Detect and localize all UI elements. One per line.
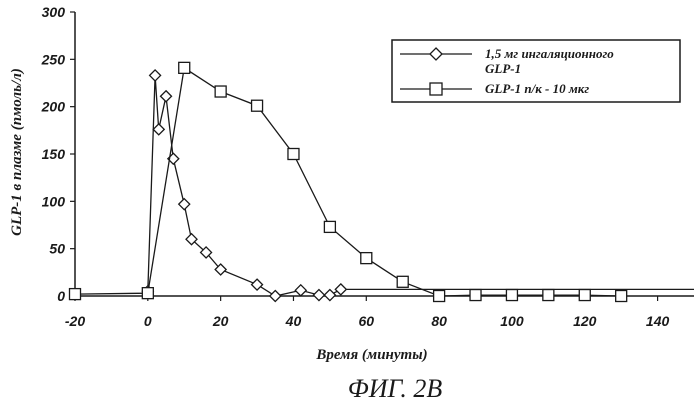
data-point-diamond xyxy=(295,285,306,296)
data-point-square xyxy=(579,290,590,301)
y-tick-label: 250 xyxy=(41,51,66,67)
x-tick-label: 60 xyxy=(359,313,375,329)
x-tick-label: 40 xyxy=(285,313,302,329)
x-tick-label: 100 xyxy=(500,313,524,329)
data-point-diamond xyxy=(335,284,346,295)
data-point-square xyxy=(215,86,226,97)
data-point-square xyxy=(70,289,81,300)
x-tick-label: 20 xyxy=(212,313,229,329)
legend-marker-series-1 xyxy=(430,83,442,95)
data-point-square xyxy=(288,149,299,160)
y-tick-label: 100 xyxy=(42,193,66,209)
data-point-square xyxy=(252,100,263,111)
data-point-diamond xyxy=(252,279,263,290)
data-point-diamond xyxy=(150,70,161,81)
y-tick-label: 200 xyxy=(41,99,66,115)
figure-caption: ФИГ. 2В xyxy=(348,374,443,403)
legend: 1,5 мг ингаляционногоGLP-1 GLP-1 п/к - 1… xyxy=(392,40,680,102)
data-point-square xyxy=(616,291,627,302)
data-point-diamond xyxy=(324,290,335,301)
data-point-square xyxy=(142,288,153,299)
y-tick-label: 300 xyxy=(42,4,66,20)
legend-label-line: 1,5 мг ингаляционного xyxy=(485,46,614,61)
x-tick-label: 140 xyxy=(646,313,670,329)
data-point-square xyxy=(361,253,372,264)
x-tick-label: 120 xyxy=(573,313,597,329)
data-point-square xyxy=(543,290,554,301)
legend-label-series-1: GLP-1 п/к - 10 мкг xyxy=(485,81,589,96)
data-point-diamond xyxy=(313,290,324,301)
data-point-square xyxy=(179,62,190,73)
x-axis-title: Время (минуты) xyxy=(315,347,427,363)
data-point-diamond xyxy=(179,199,190,210)
x-tick-label: -20 xyxy=(65,313,85,329)
y-tick-label: 0 xyxy=(57,288,65,304)
data-point-square xyxy=(506,290,517,301)
data-point-square xyxy=(470,290,481,301)
data-point-diamond xyxy=(153,124,164,135)
y-tick-label: 150 xyxy=(42,146,66,162)
y-axis-title: GLP-1 в плазме (пмоль/л) xyxy=(9,68,25,236)
legend-label-line: GLP-1 xyxy=(485,61,521,76)
x-tick-label: 80 xyxy=(431,313,447,329)
data-point-square xyxy=(434,291,445,302)
x-tick-label: 0 xyxy=(144,313,152,329)
data-point-diamond xyxy=(161,91,172,102)
y-tick-label: 50 xyxy=(49,241,65,257)
data-point-square xyxy=(397,276,408,287)
data-point-square xyxy=(324,221,335,232)
series-line-0 xyxy=(148,75,694,296)
data-point-diamond xyxy=(270,291,281,302)
